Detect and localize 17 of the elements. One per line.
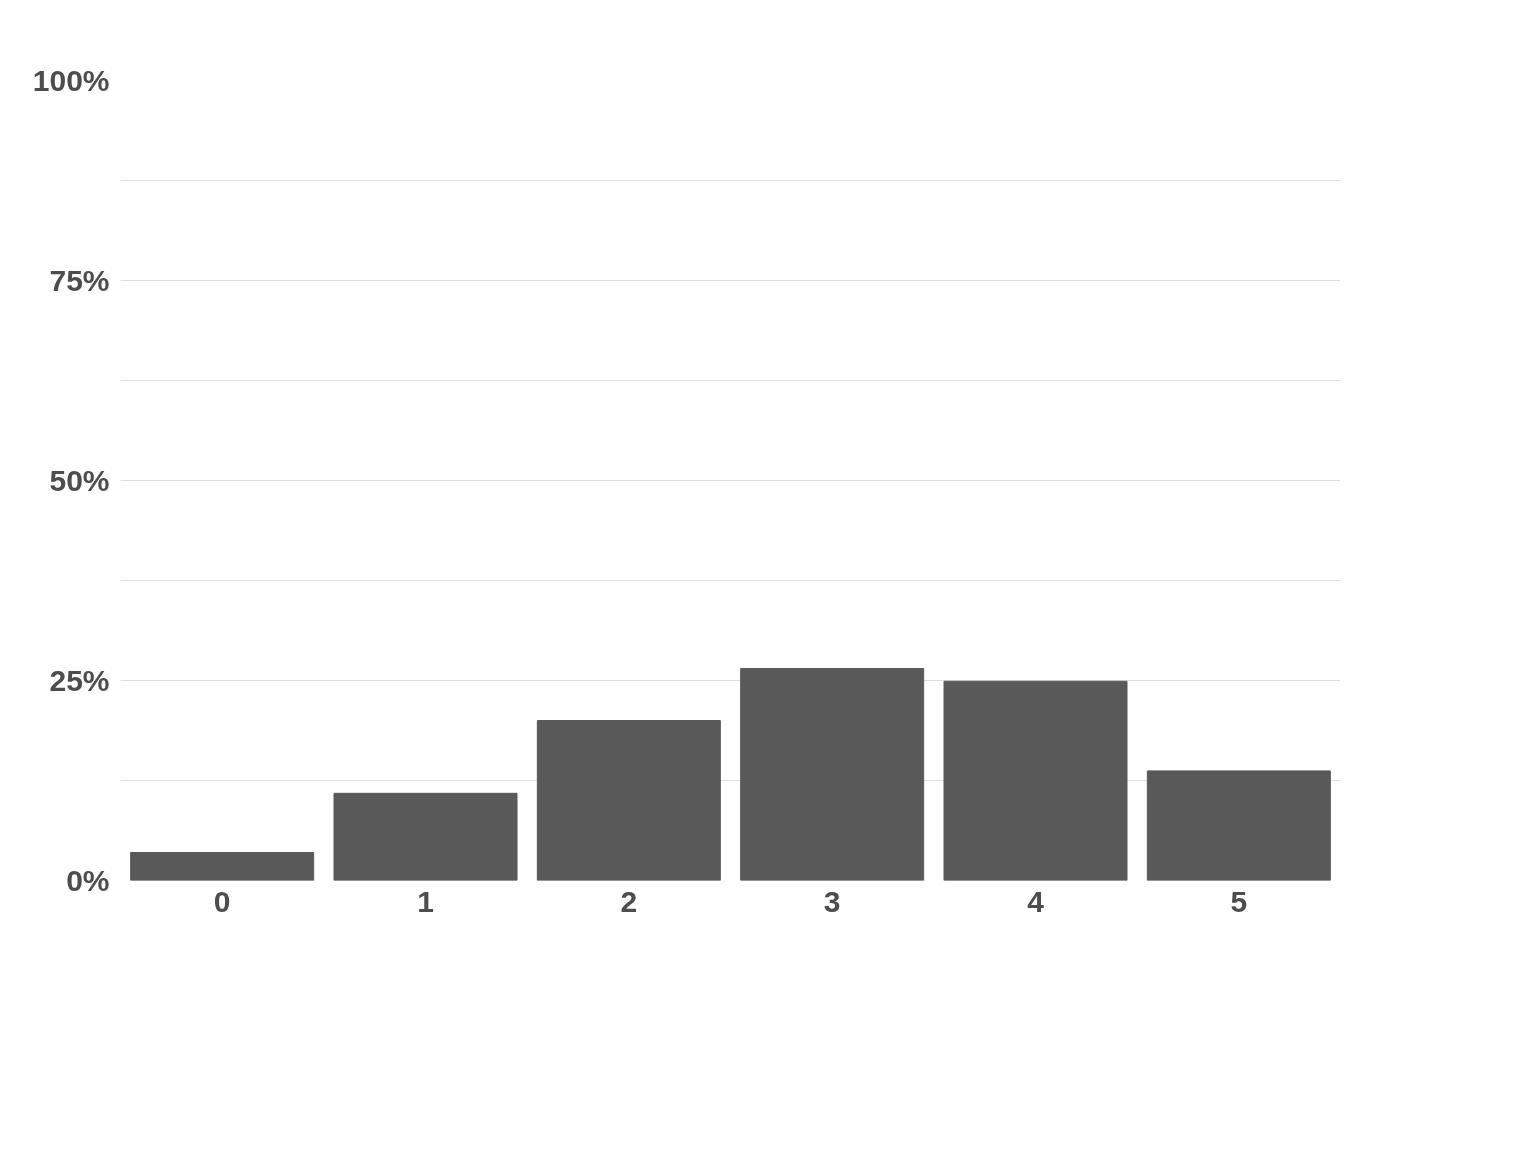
bar <box>130 852 315 881</box>
y-tick-label: 75% <box>49 264 110 297</box>
y-tick-label: 0% <box>66 864 110 897</box>
bar <box>1146 770 1331 881</box>
y-tick-label: 100% <box>32 64 110 97</box>
x-tick-label: 4 <box>1027 884 1045 918</box>
bar <box>333 792 518 881</box>
x-tick-label: 1 <box>417 884 434 918</box>
x-tick-label: 5 <box>1230 884 1248 918</box>
bar <box>536 720 721 881</box>
x-tick-label: 2 <box>620 884 638 918</box>
x-tick-label: 3 <box>823 884 841 918</box>
bar <box>943 680 1128 881</box>
y-tick-label: 25% <box>49 664 110 697</box>
y-tick-label: 50% <box>49 464 110 497</box>
bar <box>740 668 925 881</box>
x-tick-label: 0 <box>213 884 231 918</box>
